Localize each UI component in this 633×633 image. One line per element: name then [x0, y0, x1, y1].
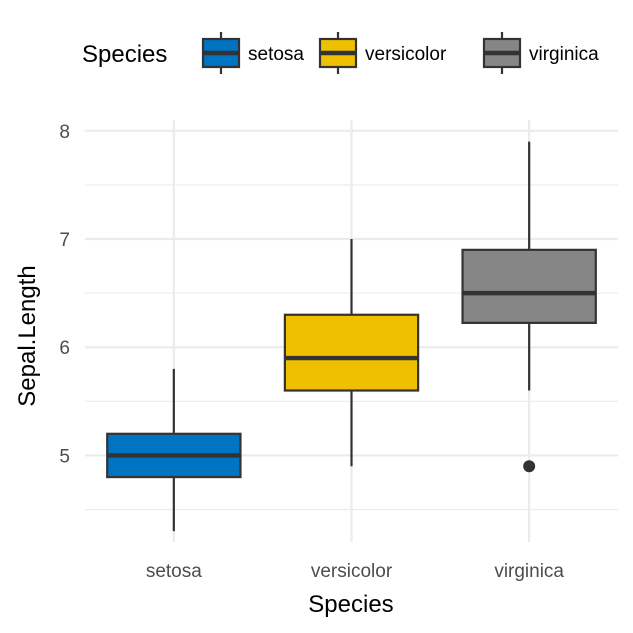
box-rect [283, 313, 420, 392]
box-rect [461, 248, 597, 324]
y-tick-label: 8 [59, 122, 70, 143]
legend-item-versicolor: versicolor [318, 32, 447, 74]
box-virginica [461, 141, 597, 473]
x-axis-title: Species [308, 591, 393, 618]
y-tick-label: 7 [59, 230, 70, 251]
outlier-point [523, 460, 536, 473]
x-tick-label: setosa [146, 561, 202, 582]
box-versicolor [283, 239, 420, 467]
box-layer [106, 141, 597, 532]
x-tick-label: virginica [494, 561, 564, 582]
legend-title: Species [82, 41, 167, 68]
legend-label: virginica [529, 44, 599, 65]
legend-item-setosa: setosa [201, 32, 304, 74]
legend-label: versicolor [365, 44, 447, 65]
legend-item-virginica: virginica [482, 32, 599, 74]
tick-label-layer: 5 6 7 8 setosa versicolor virginica [59, 122, 564, 582]
y-tick-label: 5 [59, 446, 70, 467]
y-axis-title: Sepal.Length [14, 265, 41, 406]
legend: Species setosa versicolor virginica [82, 32, 599, 74]
y-tick-label: 6 [59, 338, 70, 359]
legend-label: setosa [248, 44, 304, 65]
x-tick-label: versicolor [311, 561, 393, 582]
box-setosa [106, 368, 242, 532]
